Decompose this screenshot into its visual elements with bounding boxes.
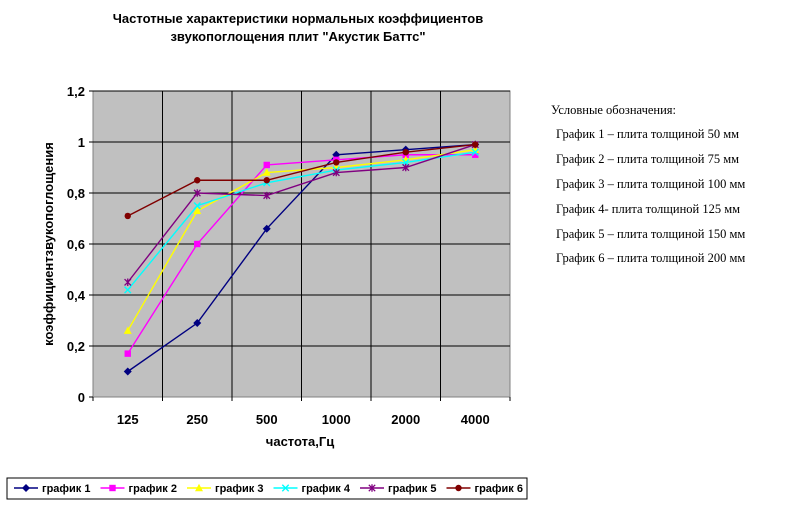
series-3-point xyxy=(262,168,271,176)
note-item-2: График 2 – плита толщиной 75 мм xyxy=(556,152,739,166)
legend-swatch-marker xyxy=(195,483,203,492)
legend-label: график 1 xyxy=(42,483,91,495)
legend-label: график 5 xyxy=(388,483,437,495)
series-1-line xyxy=(127,143,476,373)
note-item-4: График 4- плита толщиной 125 мм xyxy=(556,202,740,216)
series-5-line xyxy=(127,143,476,283)
y-tick-label: 0,2 xyxy=(67,339,85,354)
series-1-point xyxy=(193,319,202,328)
legend-entry-4: график 4 xyxy=(273,483,351,495)
series-3 xyxy=(123,145,480,334)
legend: график 1 график 2 график 3 график 4 график 5… xyxy=(14,483,523,495)
legend-label: график 6 xyxy=(475,483,524,495)
legend-entry-2: график 2 xyxy=(100,483,178,495)
series-5 xyxy=(124,140,479,286)
series-3-point xyxy=(123,326,132,334)
legend-swatch-marker xyxy=(281,484,290,492)
series-layer xyxy=(123,140,480,376)
note-item-1: График 1 – плита толщиной 50 мм xyxy=(556,127,739,141)
series-2-line xyxy=(127,154,476,355)
series-4-point xyxy=(193,202,201,210)
series-5-point xyxy=(263,191,271,200)
series-2-point xyxy=(194,240,201,248)
series-6-point xyxy=(194,177,201,184)
x-tick-label: 2000 xyxy=(391,412,420,427)
y-axis-label: коэффициентзвукопоглощения xyxy=(41,142,56,346)
series-5-point xyxy=(193,189,201,197)
series-4-line xyxy=(127,151,476,291)
series-3-line xyxy=(127,148,476,332)
legend-label: график 3 xyxy=(215,483,264,495)
chart-title-line-1: Частотные характеристики нормальных коэф… xyxy=(113,11,483,26)
series-2-point xyxy=(472,151,479,158)
series-2-point xyxy=(124,350,131,357)
series-6 xyxy=(124,141,479,220)
series-4-point xyxy=(471,148,479,156)
y-tick-label: 1,2 xyxy=(67,84,85,99)
y-tick-label: 1 xyxy=(78,135,85,150)
series-6-point xyxy=(333,159,340,166)
series-3-point xyxy=(193,206,202,215)
x-tick-label: 500 xyxy=(256,412,278,427)
legend-box xyxy=(6,477,528,500)
y-tick-label: 0,4 xyxy=(67,288,86,303)
chart-title-line-2: звукопоглощения плит "Акустик Баттс" xyxy=(170,29,425,44)
x-tick-label: 1000 xyxy=(322,412,351,427)
series-6-point xyxy=(263,177,270,184)
series-6-point xyxy=(472,141,479,148)
series-4-point xyxy=(124,286,132,294)
y-tick-label: 0 xyxy=(78,390,85,405)
legend-swatch-marker xyxy=(455,484,462,492)
legend-entry-3: график 3 xyxy=(187,483,264,495)
series-6-point xyxy=(402,149,409,156)
series-5-point xyxy=(332,168,340,177)
x-axis-label: частота,Гц xyxy=(266,434,334,449)
notes-heading: Условные обозначения: xyxy=(551,103,676,117)
legend-swatch-marker xyxy=(109,484,116,492)
legend-entry-1: график 1 xyxy=(14,483,91,495)
series-5-point xyxy=(124,278,132,286)
x-tick-label: 4000 xyxy=(461,412,490,427)
series-6-line xyxy=(127,143,476,217)
y-tick-label: 0,6 xyxy=(67,237,85,252)
note-item-5: График 5 – плита толщиной 150 мм xyxy=(556,227,745,241)
y-axis-ticks: 0 0,2 0,4 0,6 0,8 1 1,2 xyxy=(67,84,93,405)
note-item-3: График 3 – плита толщиной 100 мм xyxy=(556,177,745,191)
x-tick-label: 125 xyxy=(117,412,139,427)
y-tick-label: 0,8 xyxy=(67,186,85,201)
series-2-point xyxy=(263,161,270,169)
x-tick-label: 250 xyxy=(186,412,208,427)
gridlines xyxy=(93,90,510,397)
series-1-point xyxy=(123,367,132,376)
legend-label: график 4 xyxy=(302,483,351,495)
series-5-point xyxy=(402,163,410,172)
x-axis-ticks: 125 250 500 1000 2000 4000 xyxy=(92,397,511,427)
legend-swatch-marker xyxy=(22,484,30,492)
legend-swatch-marker xyxy=(368,484,376,492)
legend-entry-5: график 5 xyxy=(360,483,437,495)
notes-box: Условные обозначения: График 1 – плита т… xyxy=(551,103,745,265)
legend-label: график 2 xyxy=(129,483,178,495)
series-1-point xyxy=(262,224,271,233)
note-item-6: График 6 – плита толщиной 200 мм xyxy=(556,251,745,265)
legend-entry-6: график 6 xyxy=(446,483,524,495)
series-6-point xyxy=(124,212,131,220)
